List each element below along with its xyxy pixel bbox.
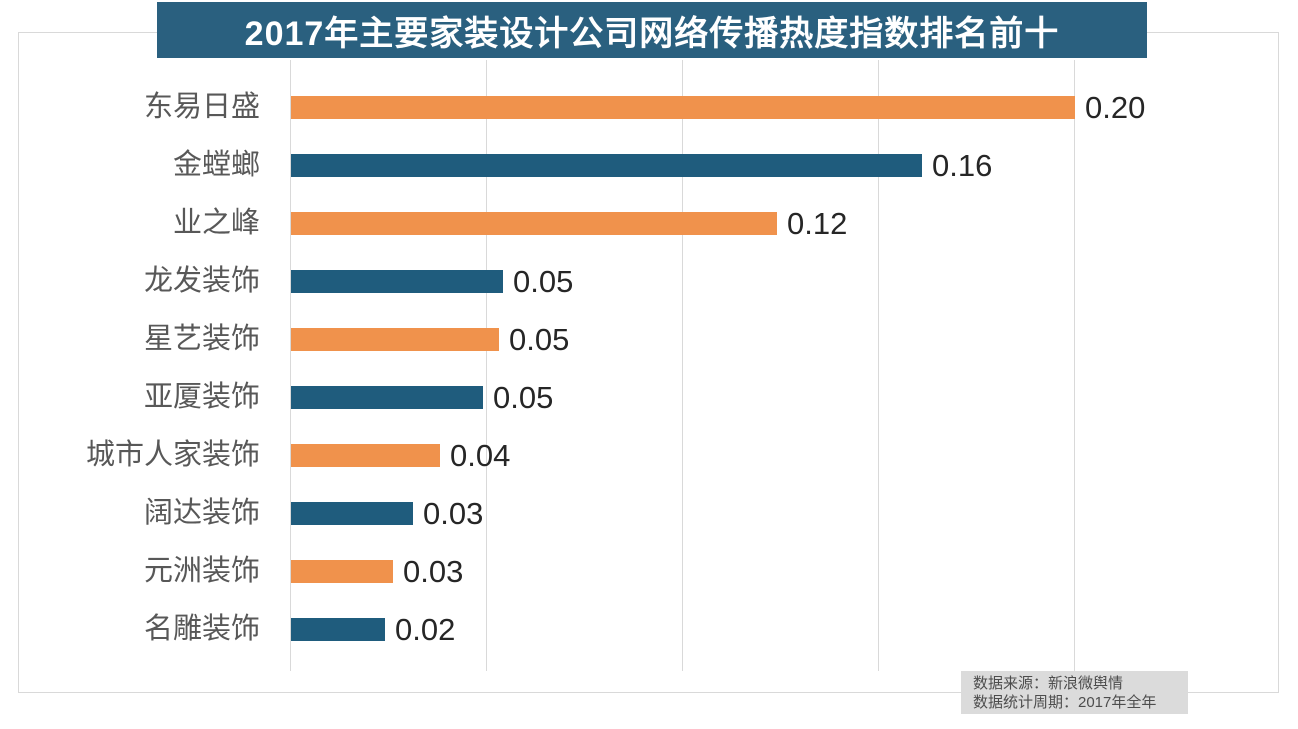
value-label: 0.12 [787,205,848,241]
source-note-line1: 数据来源：新浪微舆情 [973,675,1124,692]
value-label: 0.16 [932,147,993,183]
x-gridline [1074,60,1075,671]
x-gridline [878,60,879,671]
chart-title: 2017年主要家装设计公司网络传播热度指数排名前十 [244,14,1060,53]
value-label: 0.05 [513,263,574,299]
source-note: 数据来源：新浪微舆情 数据统计周期：2017年全年 [961,671,1188,714]
category-label: 金螳螂 [172,148,260,181]
bar [291,559,393,583]
bar [291,327,499,351]
bar [291,501,413,525]
bar-row: 龙发装饰 0.05 [0,258,1298,304]
bar-row: 阔达装饰 0.03 [0,490,1298,536]
category-label: 龙发装饰 [143,264,260,297]
category-label: 阔达装饰 [143,496,260,529]
bar-row: 城市人家装饰 0.04 [0,432,1298,478]
x-gridline [486,60,487,671]
category-label: 元洲装饰 [143,554,260,587]
value-label: 0.05 [509,321,570,357]
value-label: 0.04 [450,437,511,473]
category-label: 名雕装饰 [143,612,260,645]
bar [291,211,777,235]
category-label: 城市人家装饰 [85,438,260,471]
chart-title-bar: 2017年主要家装设计公司网络传播热度指数排名前十 [157,2,1147,58]
value-label: 0.02 [395,611,456,647]
bar-row: 亚厦装饰 0.05 [0,374,1298,420]
bar [291,385,483,409]
bar-row: 名雕装饰 0.02 [0,606,1298,652]
category-label: 星艺装饰 [143,322,260,355]
bar [291,617,385,641]
category-label: 业之峰 [172,206,260,239]
bar [291,153,922,177]
bar-row: 元洲装饰 0.03 [0,548,1298,594]
value-label: 0.03 [423,495,484,531]
category-label: 东易日盛 [143,90,260,123]
y-axis-line [290,60,291,671]
x-gridline [682,60,683,671]
bar-row: 金螳螂 0.16 [0,142,1298,188]
bar-row: 东易日盛 0.20 [0,84,1298,130]
value-label: 0.05 [493,379,554,415]
value-label: 0.20 [1085,89,1146,125]
bar [291,95,1075,119]
category-label: 亚厦装饰 [143,380,260,413]
bar [291,443,440,467]
bar [291,269,503,293]
bar-row: 业之峰 0.12 [0,200,1298,246]
bar-row: 星艺装饰 0.05 [0,316,1298,362]
value-label: 0.03 [403,553,464,589]
source-note-line2: 数据统计周期：2017年全年 [973,694,1157,711]
